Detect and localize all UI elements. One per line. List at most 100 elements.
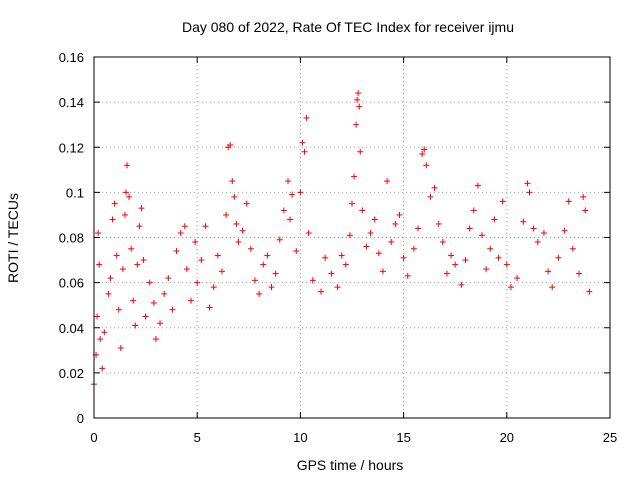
data-point xyxy=(268,284,275,291)
data-point xyxy=(210,284,217,291)
data-point xyxy=(423,162,430,169)
data-point xyxy=(169,306,176,313)
data-point xyxy=(371,216,378,223)
data-point xyxy=(99,365,106,372)
data-point xyxy=(113,252,120,259)
data-point xyxy=(576,270,583,277)
data-point xyxy=(396,211,403,218)
data-point xyxy=(177,229,184,236)
data-point xyxy=(297,189,304,196)
data-point xyxy=(483,266,490,273)
data-point xyxy=(410,245,417,252)
data-point xyxy=(349,200,355,207)
data-point xyxy=(338,252,345,259)
data-point xyxy=(334,284,341,291)
y-axis-title: ROTI / TECUs xyxy=(5,193,21,283)
data-point xyxy=(355,90,362,97)
data-point xyxy=(415,225,422,232)
data-point xyxy=(580,193,587,200)
data-point xyxy=(192,239,199,246)
data-point xyxy=(491,216,498,223)
data-point xyxy=(357,148,364,155)
data-point xyxy=(231,193,238,200)
data-point xyxy=(229,178,236,185)
data-point xyxy=(264,252,271,259)
data-point xyxy=(134,261,141,268)
data-point xyxy=(561,227,568,234)
data-point xyxy=(363,243,370,250)
data-point xyxy=(117,345,124,352)
data-point xyxy=(435,220,442,227)
points-layer xyxy=(91,90,593,388)
data-point xyxy=(126,193,133,200)
data-point xyxy=(132,322,139,329)
y-tick-label: 0.14 xyxy=(59,95,84,110)
data-point xyxy=(152,336,159,343)
data-point xyxy=(161,290,168,297)
data-point xyxy=(299,139,306,146)
data-point xyxy=(470,207,477,214)
plot-frame xyxy=(93,56,611,419)
data-point xyxy=(247,245,254,252)
x-axis-title: GPS time / hours xyxy=(297,457,404,473)
chart-title: Day 080 of 2022, Rate Of TEC Index for r… xyxy=(182,19,514,35)
data-point xyxy=(107,275,114,282)
data-point xyxy=(128,245,135,252)
data-point xyxy=(202,223,209,230)
data-point xyxy=(356,103,363,110)
data-point xyxy=(367,229,374,236)
data-point xyxy=(115,306,122,313)
data-point xyxy=(142,313,149,320)
data-point xyxy=(157,320,164,327)
data-point xyxy=(146,279,153,286)
data-point xyxy=(206,304,213,311)
data-point xyxy=(223,211,230,218)
data-point xyxy=(256,290,263,297)
data-point xyxy=(474,182,481,189)
grid-layer xyxy=(94,57,610,418)
y-tick-label: 0.08 xyxy=(59,231,84,246)
data-point xyxy=(181,223,188,230)
data-point xyxy=(188,297,195,304)
data-point xyxy=(479,232,486,239)
data-point xyxy=(549,284,556,291)
data-point xyxy=(400,254,407,261)
data-point xyxy=(351,173,358,180)
x-tick-label: 25 xyxy=(603,430,617,445)
x-tick-label: 5 xyxy=(194,430,201,445)
data-point xyxy=(353,121,360,128)
data-point xyxy=(136,223,143,230)
x-tick-label: 20 xyxy=(500,430,514,445)
data-point xyxy=(276,236,283,243)
data-point xyxy=(540,229,547,236)
data-point xyxy=(342,261,349,268)
data-point xyxy=(530,225,537,232)
y-tick-label: 0.04 xyxy=(59,321,84,336)
y-tick-label: 0.06 xyxy=(59,276,84,291)
data-point xyxy=(150,299,157,306)
data-point xyxy=(458,281,465,288)
data-point xyxy=(514,275,521,282)
data-point xyxy=(121,211,128,218)
data-point xyxy=(375,250,382,257)
data-point xyxy=(293,248,300,255)
data-point xyxy=(305,229,312,236)
y-tick-label: 0.02 xyxy=(59,366,84,381)
data-point xyxy=(569,245,576,252)
data-point xyxy=(419,151,426,158)
data-point xyxy=(487,245,494,252)
data-point xyxy=(101,329,108,336)
data-point xyxy=(421,146,428,153)
data-point xyxy=(301,148,308,155)
data-point xyxy=(503,261,510,268)
x-tick-label: 10 xyxy=(293,430,307,445)
data-point xyxy=(105,290,112,297)
data-point xyxy=(173,248,180,255)
data-point xyxy=(97,336,104,343)
data-point xyxy=(565,198,572,205)
data-point xyxy=(109,216,116,223)
data-point xyxy=(239,227,246,234)
data-point xyxy=(520,218,527,225)
